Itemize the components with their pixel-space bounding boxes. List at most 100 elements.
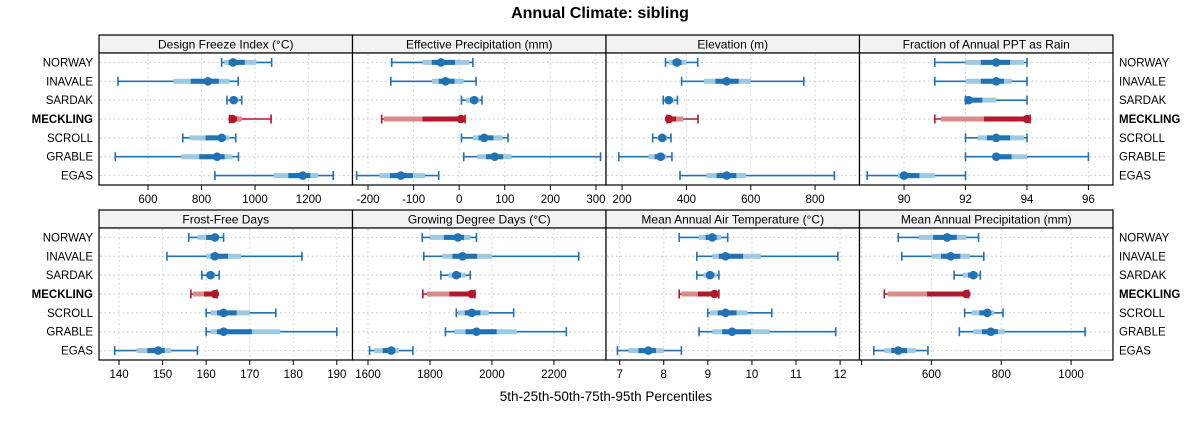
series-inavale [933, 76, 1028, 86]
axis-tick-label: -100 [402, 194, 425, 206]
series-inavale [117, 76, 239, 86]
series-sardak [953, 270, 982, 280]
median-dot [644, 346, 653, 355]
series-norway [187, 232, 225, 242]
median-dot [969, 270, 978, 280]
axis-tick-label: 1200 [296, 194, 322, 206]
site-label-right-egas: EGAS [1119, 346, 1151, 358]
median-dot [219, 327, 228, 337]
site-label-right-grable: GRABLE [1119, 327, 1166, 339]
panel-title: Mean Annual Air Temperature (°C) [641, 213, 824, 227]
axis-tick-label: 90 [898, 194, 911, 206]
series-grable [958, 327, 1086, 337]
site-label-right-norway: NORWAY [1119, 232, 1170, 244]
axis-tick-label: 600 [138, 194, 157, 206]
median-dot [219, 308, 228, 318]
axis-tick-label: 800 [192, 194, 211, 206]
median-dot [991, 152, 1001, 162]
median-dot [228, 58, 238, 67]
site-label-right-scroll: SCROLL [1119, 308, 1166, 320]
median-dot [664, 95, 674, 105]
series-grable [462, 152, 602, 162]
axis-tick-label: 12 [834, 369, 847, 381]
site-label-right-sardak: SARDAK [1119, 95, 1167, 107]
panel-title: Growing Degree Days (°C) [408, 213, 551, 227]
axis-tick-label: 1800 [417, 369, 443, 381]
axis-tick-label: 92 [959, 194, 972, 206]
series-meckling [422, 289, 477, 299]
series-scroll [707, 308, 773, 318]
site-label-right-meckling: MECKLING [1119, 114, 1180, 126]
median-dot [467, 308, 477, 318]
site-label-left-grable: GRABLE [46, 327, 93, 339]
series-sardak [460, 95, 483, 105]
panel-mean-annual-air-temperature-c: Mean Annual Air Temperature (°C) 7 8 9 10 11 1… [605, 209, 861, 381]
panel-effective-precipitation-mm: Effective Precipitation (mm) -200 -100 0 100… [351, 34, 607, 206]
series-egas [616, 346, 683, 356]
panel-mean-annual-precipitation-mm: Mean Annual Precipitation (mm) 600 800 1000 [858, 209, 1114, 381]
series-meckling [664, 114, 699, 124]
axis-tick-label: 800 [806, 194, 825, 206]
panel-elevation-m: Elevation (m) 200 400 600 800 [605, 34, 861, 206]
axis-tick-label: 200 [612, 194, 631, 206]
axis-tick-label: 600 [741, 194, 760, 206]
median-dot [298, 171, 308, 180]
axis-tick-label: 1000 [1058, 369, 1084, 381]
axis-tick-label: 200 [541, 194, 560, 206]
axis-tick-label: 800 [992, 369, 1011, 381]
axis-tick-label: 8 [661, 369, 667, 381]
median-dot [991, 58, 1001, 67]
median-dot [899, 171, 909, 180]
median-dot [210, 251, 220, 261]
series-norway [897, 232, 980, 242]
median-dot [456, 114, 466, 124]
site-label-right-sardak: SARDAK [1119, 270, 1167, 282]
median-dot [982, 308, 992, 318]
series-sardak [440, 270, 472, 280]
site-label-left-sardak: SARDAK [46, 95, 94, 107]
axis-tick-label: 600 [922, 369, 941, 381]
axis-tick-label: -200 [356, 194, 379, 206]
series-meckling [933, 114, 1032, 124]
site-label-left-grable: GRABLE [46, 152, 93, 164]
median-dot [210, 289, 220, 299]
chart-caption: 5th-25th-50th-75th-95th Percentiles [499, 389, 713, 404]
site-label-left-egas: EGAS [61, 171, 93, 183]
median-dot [710, 289, 719, 299]
series-egas [368, 346, 414, 356]
series-sardak [964, 95, 1028, 105]
site-label-left-meckling: MECKLING [32, 114, 93, 126]
site-label-right-egas: EGAS [1119, 171, 1151, 183]
axis-tick-label: 400 [677, 194, 696, 206]
axis-tick-label: 150 [153, 369, 172, 381]
site-label-left-norway: NORWAY [43, 57, 94, 69]
median-dot [721, 308, 730, 318]
axis-tick-label: 180 [284, 369, 303, 381]
median-dot [722, 76, 731, 86]
site-label-left-scroll: SCROLL [47, 308, 94, 320]
series-scroll [460, 133, 509, 143]
median-dot [206, 270, 215, 280]
panel-title: Effective Precipitation (mm) [406, 38, 553, 52]
median-dot [893, 346, 903, 355]
median-dot [991, 76, 1001, 86]
median-dot [707, 233, 717, 242]
axis-tick-label: 10 [746, 369, 759, 381]
axis-tick-label: 94 [1021, 194, 1034, 206]
median-dot [986, 327, 996, 337]
axis-tick-label: 300 [586, 194, 605, 206]
series-meckling [883, 289, 971, 299]
median-dot [722, 171, 731, 180]
site-label-left-scroll: SCROLL [47, 133, 94, 145]
panel-frost-free-days: Frost-Free Days 140 150 160 170 180 190 [98, 209, 354, 381]
series-norway [220, 57, 273, 67]
panel-title: Fraction of Annual PPT as Rain [903, 38, 1070, 52]
series-grable [205, 327, 338, 337]
series-grable [964, 152, 1090, 162]
site-label-left-norway: NORWAY [43, 232, 94, 244]
median-dot [1022, 114, 1032, 124]
axis-tick-label: 0 [456, 194, 462, 206]
series-scroll [964, 133, 1028, 143]
series-norway [664, 57, 699, 67]
